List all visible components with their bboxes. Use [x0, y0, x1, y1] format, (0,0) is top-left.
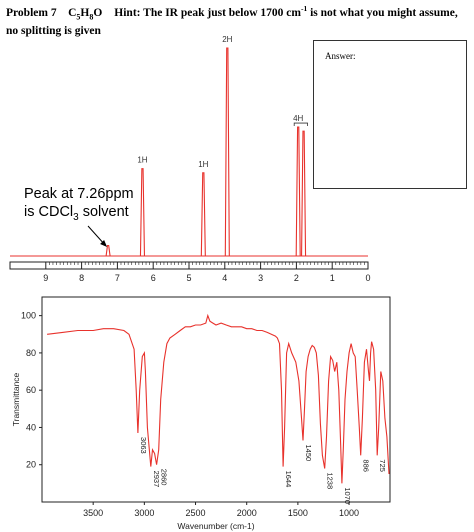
ir-x-tick-label: 2000: [237, 508, 257, 518]
nmr-peak: [200, 172, 206, 257]
ir-x-axis-label: Wavenumber (cm-1): [177, 521, 254, 531]
answer-label: Answer:: [325, 51, 356, 61]
solvent-arrow: [87, 225, 106, 246]
nmr-tick-label: 4: [222, 273, 227, 283]
ir-x-tick-label: 1500: [288, 508, 308, 518]
nmr-integration-label: 1H: [137, 156, 147, 165]
header-line-2: no splitting is given: [6, 25, 101, 38]
ir-y-tick-label: 80: [26, 348, 36, 358]
ir-x-tick-label: 2500: [186, 508, 206, 518]
ir-trace: [47, 313, 390, 484]
ir-x-tick-label: 3000: [134, 508, 154, 518]
ir-peak-label: 2937: [152, 471, 161, 488]
nmr-peak: [301, 130, 307, 257]
nmr-tick-label: 5: [186, 273, 191, 283]
nmr-integration-bracket: [293, 122, 308, 127]
molecular-formula: C5H8O: [68, 6, 103, 22]
ir-peak-label: 2860: [160, 469, 169, 486]
nmr-integration-label: 1H: [198, 160, 208, 169]
nmr-tick-label: 0: [365, 273, 370, 283]
ir-peak-label: 1644: [284, 471, 293, 488]
solvent-arrow-head: [100, 240, 108, 247]
nmr-tick-label: 6: [151, 273, 156, 283]
solvent-note: Peak at 7.26ppm is CDCl3 solvent: [24, 185, 134, 227]
ir-peak-label: 1238: [326, 472, 335, 489]
nmr-tick-label: 7: [115, 273, 120, 283]
ir-x-tick-label: 1000: [339, 508, 359, 518]
ir-peak-label: 886: [362, 459, 371, 472]
nmr-tick-label: 2: [294, 273, 299, 283]
ir-x-tick-label: 3500: [83, 508, 103, 518]
nmr-spectrum: 9 8 7 6 5 4 3 2 1 0 1H 1H 2H 4H: [9, 35, 371, 283]
ir-plot-frame: [41, 296, 391, 503]
problem-number: Problem 7: [6, 6, 57, 19]
nmr-peak: [224, 47, 230, 257]
solvent-note-line-2: is CDCl3 solvent: [24, 204, 129, 223]
nmr-peak: [295, 126, 301, 257]
ir-peak-label: 1070: [343, 487, 352, 504]
nmr-tick-label: 1: [330, 273, 335, 283]
nmr-peak: [139, 168, 146, 257]
ir-y-tick-label: 100: [21, 311, 36, 321]
problem-header: Problem 7 C5H8O Hint: The IR peak just be…: [6, 2, 468, 38]
hint-text: Hint: The IR peak just below 1700 cm-1 i…: [114, 4, 458, 19]
ir-y-tick-label: 40: [26, 422, 36, 432]
nmr-integration-label: 2H: [222, 35, 232, 44]
ir-y-tick-label: 60: [26, 385, 36, 395]
nmr-tick-label: 8: [79, 273, 84, 283]
ir-peak-label: 725: [378, 459, 387, 472]
header-line-1: Problem 7 C5H8O Hint: The IR peak just be…: [6, 2, 468, 24]
ir-peak-label: 1450: [304, 445, 313, 462]
nmr-tick-label: 9: [43, 273, 48, 283]
ir-y-tick-label: 20: [26, 460, 36, 470]
ir-peak-label: 3063: [139, 437, 148, 454]
solvent-note-line-1: Peak at 7.26ppm: [24, 186, 134, 202]
answer-box[interactable]: Answer:: [313, 40, 467, 189]
nmr-peak: [105, 245, 111, 257]
nmr-integration-label: 4H: [293, 114, 303, 123]
ir-y-axis-label: Transmittance: [11, 372, 21, 426]
nmr-tick-label: 3: [258, 273, 263, 283]
